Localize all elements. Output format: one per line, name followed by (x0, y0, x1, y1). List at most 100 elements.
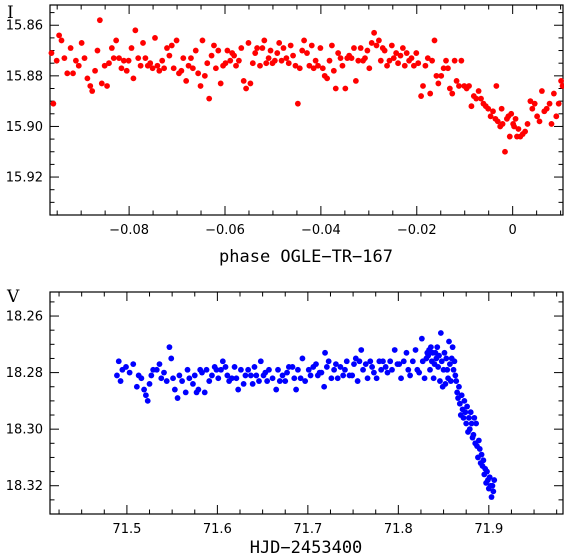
bottom-data-point (291, 375, 298, 382)
top-data-point (197, 83, 204, 89)
top-data-point (420, 83, 426, 89)
top-data-point (204, 60, 211, 67)
bottom-data-point (358, 347, 365, 353)
top-data-point (515, 126, 522, 132)
top-data-point (173, 37, 180, 44)
top-data-point (395, 60, 401, 67)
top-data-point (511, 123, 517, 130)
bottom-data-point (367, 358, 374, 365)
top-data-point (206, 95, 213, 102)
bottom-data-point (224, 372, 231, 379)
bottom-data-point (322, 349, 328, 356)
bottom-data-point (418, 335, 425, 342)
top-data-point (536, 118, 543, 125)
top-data-point (408, 55, 415, 62)
top-data-point (373, 42, 380, 49)
bottom-data-point (295, 366, 301, 373)
bottom-data-point (114, 372, 120, 379)
bottom-data-point (412, 347, 419, 353)
bottom-data-point (468, 420, 475, 427)
top-data-point (217, 80, 224, 87)
top-data-point (456, 83, 462, 89)
top-data-point (329, 42, 335, 49)
bottom-data-point (182, 389, 189, 396)
top-plot-frame (49, 4, 564, 216)
top-data-point (418, 93, 424, 99)
top-data-point (543, 105, 550, 112)
top-data-point (261, 37, 268, 44)
bottom-data-point (245, 366, 252, 373)
top-data-points (48, 17, 564, 155)
top-x-axis-label: phase OGLE−TR−167 (219, 247, 393, 267)
bottom-x-tick-label: 71.8 (384, 522, 413, 537)
bottom-data-point (331, 366, 337, 373)
top-data-point (101, 62, 108, 69)
bottom-data-point (334, 375, 341, 382)
top-data-point (254, 45, 261, 51)
bottom-data-point (475, 437, 482, 444)
bottom-data-point (437, 330, 444, 336)
top-data-point (235, 57, 242, 64)
top-x-tick-label: −0.08 (109, 223, 149, 238)
top-x-tick-label: −0.06 (205, 223, 245, 238)
bottom-data-point (166, 344, 173, 351)
top-data-point (89, 88, 96, 94)
bottom-data-point (391, 347, 398, 353)
top-data-point (113, 37, 120, 44)
bottom-data-point (488, 494, 495, 500)
bottom-data-point (484, 468, 490, 475)
top-data-point (188, 55, 194, 62)
bottom-data-point (266, 366, 272, 373)
bottom-data-point (342, 366, 348, 373)
bottom-data-point (456, 383, 462, 390)
bottom-data-point (282, 378, 289, 384)
top-data-point (534, 113, 541, 120)
bottom-data-point (186, 375, 193, 382)
top-data-point (257, 62, 263, 69)
top-data-point (399, 45, 406, 51)
top-data-point (319, 65, 326, 72)
top-data-point (290, 52, 296, 59)
top-data-point (397, 52, 404, 59)
bottom-data-point (489, 482, 496, 489)
bottom-data-point (436, 352, 442, 359)
top-data-point (178, 67, 185, 74)
bottom-data-point (138, 375, 145, 382)
bottom-panel-time-light-curve: 71.5 71.6 71.7 71.8 71.9 18.26 18.28 18.30 18.32… (6, 287, 564, 557)
bottom-data-point (168, 355, 175, 362)
bottom-data-point (275, 366, 281, 373)
bottom-data-point (403, 349, 410, 356)
top-data-point (125, 57, 132, 64)
top-data-point (285, 60, 292, 67)
top-data-point (524, 121, 531, 127)
top-data-point (326, 57, 333, 64)
top-data-point (185, 62, 192, 69)
bottom-data-point (409, 358, 416, 365)
bottom-data-point (441, 349, 448, 356)
top-data-point (522, 128, 529, 135)
bottom-data-points (114, 330, 498, 500)
top-data-point (388, 42, 395, 49)
bottom-data-point (435, 364, 442, 370)
top-data-point (227, 57, 234, 64)
top-data-point (422, 62, 429, 69)
bottom-data-point (158, 375, 165, 382)
top-data-point (267, 47, 274, 54)
top-data-point (135, 55, 142, 62)
top-data-point (473, 95, 480, 102)
bottom-data-point (213, 366, 220, 373)
top-data-point (87, 83, 94, 89)
top-data-point (502, 148, 508, 155)
top-data-point (317, 45, 324, 51)
bottom-data-point (318, 369, 325, 376)
bottom-data-point (446, 338, 452, 345)
bottom-data-point (349, 372, 356, 379)
top-data-point (506, 133, 513, 140)
bottom-data-point (228, 375, 235, 382)
top-data-point (352, 78, 359, 84)
bottom-data-point (251, 364, 258, 370)
top-data-point (164, 45, 170, 51)
bottom-data-point (458, 392, 465, 399)
bottom-data-point (364, 375, 371, 382)
top-data-point (440, 65, 447, 72)
